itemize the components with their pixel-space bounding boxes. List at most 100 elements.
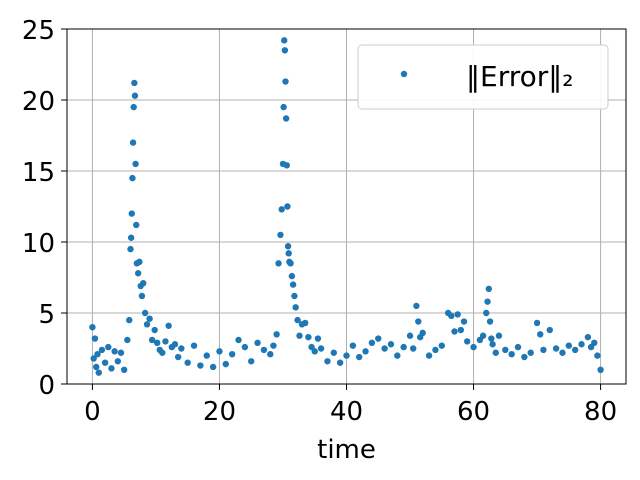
data-point <box>282 78 289 85</box>
data-point <box>278 206 285 213</box>
data-point <box>375 335 382 342</box>
data-point <box>277 231 284 239</box>
data-point <box>343 352 350 359</box>
data-point <box>203 352 210 359</box>
data-point <box>248 358 255 365</box>
data-point <box>190 342 198 349</box>
data-point <box>241 343 249 351</box>
data-point <box>178 345 185 352</box>
data-point <box>235 336 242 344</box>
data-point <box>294 316 301 324</box>
data-point <box>406 332 414 339</box>
data-point <box>146 315 153 322</box>
data-point <box>174 353 182 361</box>
y-tick-label: 20 <box>22 87 55 117</box>
legend-frame <box>357 44 609 110</box>
x-axis-title: time <box>317 435 376 465</box>
data-point <box>197 362 204 369</box>
data-point <box>93 363 100 371</box>
legend-marker <box>400 70 408 78</box>
data-point <box>130 103 137 111</box>
y-tick-label: 10 <box>22 229 55 259</box>
data-point <box>415 318 422 325</box>
data-point <box>425 352 433 359</box>
data-point <box>127 245 134 253</box>
y-tick-label: 5 <box>38 300 55 330</box>
data-point <box>349 342 357 349</box>
data-point <box>409 345 417 352</box>
data-point <box>571 346 579 354</box>
data-point <box>368 339 376 347</box>
data-point <box>514 343 522 351</box>
data-point <box>281 37 288 44</box>
data-point <box>291 292 298 300</box>
data-point <box>287 260 294 267</box>
data-point <box>387 341 395 348</box>
x-tick-label: 60 <box>457 397 490 427</box>
data-point <box>120 366 128 373</box>
data-point <box>559 349 566 356</box>
data-point <box>90 355 97 362</box>
data-point <box>438 342 445 349</box>
data-point <box>95 369 102 376</box>
data-point <box>419 329 426 337</box>
data-point <box>400 343 407 351</box>
data-point <box>282 115 290 122</box>
data-point <box>362 348 369 355</box>
y-tick-label: 25 <box>22 16 55 46</box>
data-point <box>128 210 135 217</box>
data-point <box>492 349 499 356</box>
data-point <box>260 346 268 354</box>
data-point <box>108 365 115 372</box>
data-point <box>159 349 166 356</box>
data-point <box>281 47 289 54</box>
data-point <box>591 339 598 347</box>
data-point <box>117 349 125 356</box>
data-point <box>141 309 149 317</box>
data-point <box>138 292 146 300</box>
data-point <box>394 352 401 359</box>
legend: ‖Error‖₂ <box>357 44 609 110</box>
y-tick-label: 0 <box>38 371 55 401</box>
x-tick-label: 40 <box>330 397 363 427</box>
legend-label: ‖Error‖₂ <box>466 60 573 93</box>
data-point <box>486 318 494 325</box>
data-point <box>184 359 191 366</box>
data-point <box>457 326 465 334</box>
data-point <box>305 333 312 341</box>
data-point <box>222 360 230 368</box>
data-point <box>448 312 455 320</box>
data-point <box>296 332 303 339</box>
data-point <box>485 285 492 293</box>
data-point <box>578 341 585 348</box>
data-point <box>302 319 309 327</box>
data-point <box>502 346 509 354</box>
data-point <box>133 221 140 229</box>
data-point <box>140 279 147 287</box>
data-point <box>165 322 172 329</box>
x-tick-label: 0 <box>84 397 101 427</box>
data-point <box>154 339 161 347</box>
data-point <box>381 345 388 352</box>
data-point <box>280 103 287 111</box>
data-point <box>273 331 280 338</box>
data-point <box>126 316 133 324</box>
data-point <box>148 336 156 344</box>
data-point <box>209 363 217 371</box>
data-point <box>330 349 337 356</box>
data-point <box>470 343 477 351</box>
data-point <box>356 353 363 361</box>
data-point <box>527 349 534 356</box>
data-point <box>508 350 515 358</box>
data-point <box>129 174 136 182</box>
data-point <box>131 79 138 87</box>
axis-ticks: 0 20 40 60 80 0 5 10 15 20 25 <box>22 16 617 427</box>
data-point <box>540 346 547 354</box>
data-point <box>597 366 604 373</box>
data-point <box>285 250 292 257</box>
data-point <box>270 342 277 349</box>
data-point <box>314 335 322 342</box>
data-point <box>131 92 139 99</box>
x-tick-label: 20 <box>203 397 236 427</box>
data-point <box>267 350 274 358</box>
